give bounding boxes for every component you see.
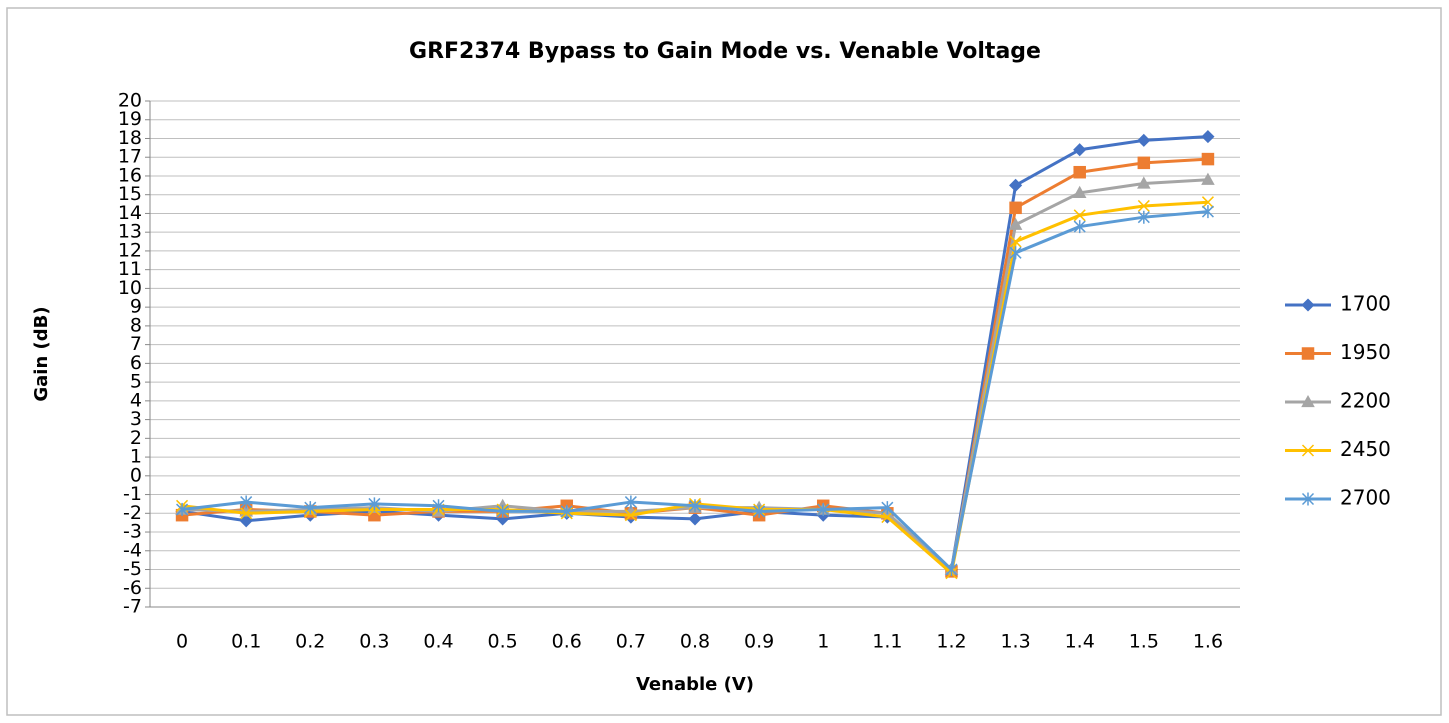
marker [1137, 210, 1150, 224]
marker [496, 504, 509, 518]
legend-label: 2200 [1340, 389, 1391, 413]
marker [817, 503, 830, 517]
x-axis-title: Venable (V) [636, 674, 754, 695]
legend-label: 1700 [1340, 292, 1391, 316]
marker [560, 504, 573, 518]
marker [1201, 130, 1215, 144]
chart-border [6, 7, 1442, 716]
x-tick-label: 0.8 [680, 631, 710, 653]
marker [1301, 444, 1315, 457]
marker [239, 514, 253, 528]
x-tick-label: 1.2 [936, 631, 966, 653]
marker [1201, 152, 1215, 166]
marker [1008, 217, 1023, 230]
x-tick-label: 0.4 [423, 631, 453, 653]
y-tick-label: -2 [123, 502, 142, 524]
x-tick-label: 1.6 [1193, 631, 1223, 653]
x-tick-label: 0.5 [488, 631, 518, 653]
marker [1137, 133, 1151, 147]
y-tick-label: 15 [118, 183, 142, 205]
x-tick-label: 1.3 [1000, 631, 1030, 653]
y-tick-label: 19 [118, 108, 142, 130]
y-tick-label: 7 [130, 333, 142, 355]
x-tick-label: 1.5 [1129, 631, 1159, 653]
y-tick-label: -5 [123, 558, 142, 580]
marker [945, 563, 958, 577]
marker [1301, 347, 1315, 360]
marker [1201, 205, 1214, 219]
marker [240, 495, 253, 509]
y-tick-label: 2 [130, 427, 142, 449]
marker [1301, 394, 1315, 408]
marker [1009, 178, 1023, 192]
x-tick-label: 0.3 [359, 631, 389, 653]
y-axis-title: Gain (dB) [31, 306, 52, 401]
y-tick-label: 14 [118, 202, 142, 224]
marker [624, 495, 637, 509]
marker [1073, 143, 1087, 157]
chart-title: GRF2374 Bypass to Gain Mode vs. Venable … [409, 39, 1041, 64]
x-tick-label: 1.1 [872, 631, 902, 653]
marker [1137, 156, 1151, 170]
marker [1009, 201, 1022, 215]
y-tick-label: 12 [118, 239, 142, 261]
y-tick-label: 16 [118, 164, 142, 186]
y-tick-label: 4 [130, 389, 142, 411]
y-tick-label: 11 [118, 258, 142, 280]
y-tick-label: -1 [123, 483, 142, 505]
marker [1072, 185, 1087, 198]
marker [881, 511, 894, 524]
y-tick-label: 13 [118, 221, 142, 243]
y-tick-label: 5 [130, 371, 142, 393]
marker [1073, 220, 1086, 234]
marker [1301, 492, 1315, 506]
y-tick-label: 1 [130, 446, 142, 468]
x-tick-label: 0.7 [616, 631, 646, 653]
marker [624, 509, 637, 522]
y-tick-label: 0 [130, 464, 142, 486]
legend-label: 2450 [1340, 437, 1391, 461]
marker [753, 504, 766, 518]
marker [688, 512, 702, 526]
marker [1201, 196, 1214, 209]
x-tick-label: 0 [176, 631, 188, 653]
y-tick-label: -7 [123, 596, 142, 618]
y-tick-label: 20 [118, 90, 142, 112]
x-tick-label: 1 [817, 631, 829, 653]
y-tick-label: 10 [118, 277, 142, 299]
y-tick-label: 6 [130, 352, 142, 374]
marker [1073, 209, 1086, 222]
y-tick-label: -3 [123, 521, 142, 543]
x-tick-label: 1.4 [1065, 631, 1095, 653]
y-tick-label: 17 [118, 146, 142, 168]
y-tick-label: 9 [130, 296, 142, 318]
marker [176, 503, 189, 517]
y-tick-label: 18 [118, 127, 142, 149]
legend-label: 2700 [1340, 486, 1391, 510]
x-tick-label: 0.9 [744, 631, 774, 653]
y-tick-label: 3 [130, 408, 142, 430]
marker [432, 499, 445, 513]
y-tick-label: 8 [130, 314, 142, 336]
x-tick-label: 0.6 [552, 631, 582, 653]
series [176, 205, 1214, 577]
marker [1009, 235, 1022, 248]
marker [1301, 298, 1315, 312]
marker [1201, 172, 1215, 185]
marker [688, 499, 702, 513]
y-tick-label: -6 [123, 577, 142, 599]
marker [240, 507, 253, 520]
marker [1137, 176, 1151, 189]
y-tick-label: -4 [123, 539, 142, 561]
marker [368, 497, 381, 511]
x-tick-label: 0.2 [295, 631, 325, 653]
marker [1073, 165, 1086, 179]
marker [1009, 246, 1022, 260]
legend-label: 1950 [1340, 340, 1391, 364]
marker [881, 501, 894, 515]
marker [304, 501, 317, 515]
x-tick-label: 0.1 [231, 631, 261, 653]
marker [1137, 199, 1150, 212]
